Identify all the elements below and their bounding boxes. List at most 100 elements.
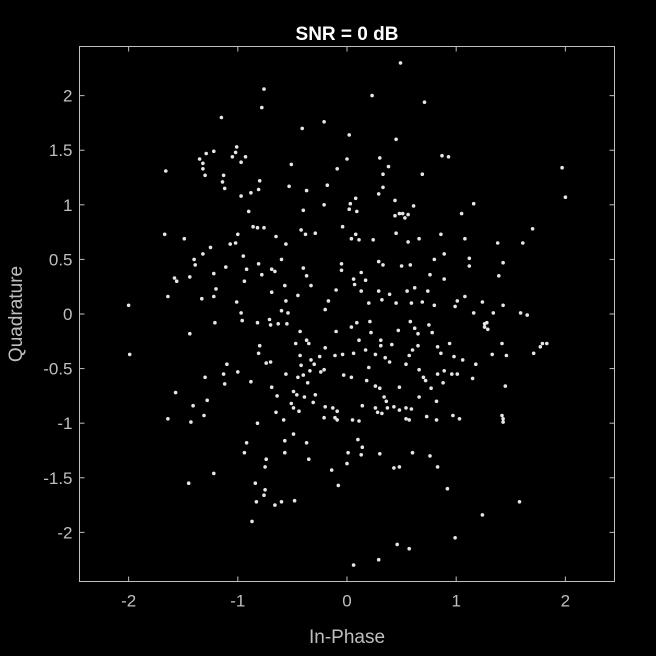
data-point (200, 296, 204, 301)
data-point (349, 236, 354, 241)
data-point (202, 413, 206, 418)
data-point (363, 348, 368, 352)
data-point (432, 303, 437, 308)
data-point (166, 417, 170, 421)
data-point (256, 187, 261, 192)
data-point (336, 483, 341, 488)
data-point (255, 421, 260, 426)
data-point (345, 157, 349, 161)
data-point (424, 414, 429, 419)
data-point (383, 355, 388, 360)
data-point (269, 385, 274, 390)
data-point (378, 156, 382, 160)
data-point (293, 341, 298, 346)
data-point (191, 403, 195, 408)
data-point (428, 454, 432, 458)
data-point (404, 362, 408, 367)
data-point (251, 224, 255, 229)
data-point (326, 299, 331, 303)
data-point (480, 513, 485, 517)
data-point (356, 437, 360, 442)
data-point (212, 271, 216, 276)
data-point (455, 372, 460, 376)
data-point (351, 277, 356, 281)
data-point (268, 323, 273, 327)
data-point (417, 236, 421, 241)
data-point (309, 283, 313, 288)
data-point (186, 481, 191, 486)
data-point (301, 266, 306, 270)
data-point (486, 327, 490, 332)
data-point (363, 278, 368, 283)
data-point (348, 201, 353, 206)
data-point (244, 441, 249, 445)
data-point (230, 155, 235, 159)
data-point (540, 341, 545, 346)
data-point (359, 453, 364, 457)
data-point (359, 289, 364, 293)
data-point (460, 358, 465, 362)
data-point (322, 120, 326, 124)
data-point (563, 195, 568, 199)
data-point (500, 413, 504, 418)
data-point (212, 294, 216, 299)
data-point (335, 418, 340, 422)
data-point (355, 209, 359, 214)
data-point (394, 137, 398, 142)
data-point (411, 204, 416, 208)
data-point (355, 320, 359, 325)
data-point (397, 465, 402, 469)
data-point (368, 319, 372, 324)
x-tick-label: 2 (561, 592, 570, 611)
data-point (329, 468, 334, 472)
data-point (357, 238, 361, 242)
data-point (416, 331, 420, 336)
chart-title: SNR = 0 dB (296, 24, 399, 45)
data-point (273, 503, 277, 507)
data-point (376, 192, 381, 196)
data-point (331, 406, 335, 410)
data-point (360, 445, 365, 450)
data-point (393, 213, 397, 218)
data-point (364, 378, 369, 383)
data-point (313, 393, 318, 397)
data-point (406, 240, 410, 244)
data-point (302, 395, 307, 399)
data-point (560, 165, 564, 170)
data-point (434, 418, 439, 422)
data-point (236, 232, 240, 237)
data-point (249, 191, 253, 195)
axis-ticks (79, 46, 615, 582)
data-point (246, 209, 251, 214)
data-point (197, 157, 202, 161)
data-point (283, 283, 287, 288)
data-point (308, 369, 312, 373)
data-point (373, 384, 378, 388)
data-point (323, 307, 328, 312)
data-point (467, 264, 472, 268)
data-point (417, 367, 421, 372)
data-point (192, 257, 196, 262)
data-point (249, 379, 253, 384)
data-point (203, 375, 207, 380)
data-point (399, 264, 404, 268)
data-point (262, 225, 266, 230)
data-point (357, 419, 361, 423)
data-point (521, 241, 525, 245)
data-point (360, 403, 365, 408)
data-point (220, 180, 225, 184)
data-point (309, 358, 313, 362)
data-point (517, 500, 522, 504)
data-point (434, 399, 439, 404)
data-point (234, 145, 239, 149)
data-point (439, 232, 443, 237)
data-point (451, 413, 455, 418)
data-point (239, 194, 243, 198)
data-point (267, 317, 272, 322)
data-point (204, 151, 208, 156)
data-point (313, 231, 318, 235)
data-point (284, 299, 288, 303)
data-point (501, 260, 505, 265)
data-point (471, 311, 476, 315)
